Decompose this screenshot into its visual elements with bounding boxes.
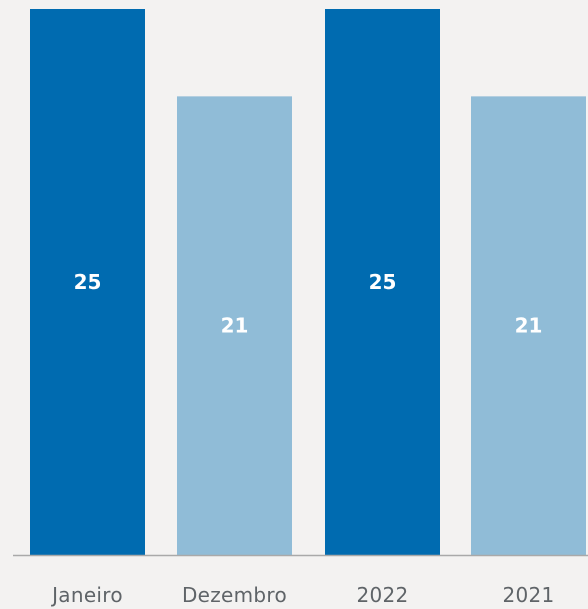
category-label: Dezembro <box>182 583 287 607</box>
bar-2022 <box>325 9 440 555</box>
bar-value-label: 21 <box>515 314 543 338</box>
labels-layer: 25 Janeiro 21 Dezembro 25 2022 21 2021 <box>50 270 554 607</box>
bar-value-label: 21 <box>221 314 249 338</box>
bar-2021 <box>471 96 586 556</box>
bar-dezembro <box>177 96 292 556</box>
bar-janeiro <box>30 9 145 555</box>
category-label: 2021 <box>502 583 554 607</box>
bar-value-label: 25 <box>369 270 397 294</box>
bars-layer <box>30 9 586 556</box>
category-label: 2022 <box>356 583 408 607</box>
category-label: Janeiro <box>50 583 123 607</box>
bar-value-label: 25 <box>74 270 102 294</box>
